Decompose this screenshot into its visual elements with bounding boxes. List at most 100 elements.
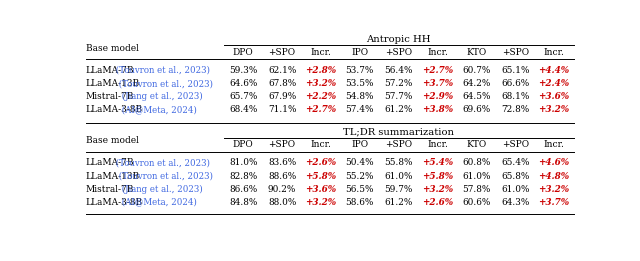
Text: Incr.: Incr. bbox=[543, 140, 564, 149]
Text: IPO: IPO bbox=[351, 140, 369, 149]
Text: +5.8%: +5.8% bbox=[305, 171, 337, 181]
Text: 61.2%: 61.2% bbox=[385, 198, 413, 207]
Text: 82.8%: 82.8% bbox=[229, 171, 257, 181]
Text: +3.8%: +3.8% bbox=[422, 105, 453, 114]
Text: LLaMA-7B: LLaMA-7B bbox=[86, 66, 134, 75]
Text: +2.8%: +2.8% bbox=[305, 66, 337, 75]
Text: (Jiang et al., 2023): (Jiang et al., 2023) bbox=[118, 185, 202, 194]
Text: Incr.: Incr. bbox=[543, 48, 564, 57]
Text: Mistral-7B: Mistral-7B bbox=[86, 92, 134, 101]
Text: LLaMA-3-8B: LLaMA-3-8B bbox=[86, 105, 143, 114]
Text: 90.2%: 90.2% bbox=[268, 185, 296, 194]
Text: (Touvron et al., 2023): (Touvron et al., 2023) bbox=[116, 79, 213, 88]
Text: Incr.: Incr. bbox=[310, 140, 332, 149]
Text: 71.1%: 71.1% bbox=[268, 105, 296, 114]
Text: Mistral-7B: Mistral-7B bbox=[86, 185, 134, 194]
Text: 84.8%: 84.8% bbox=[229, 198, 257, 207]
Text: 67.8%: 67.8% bbox=[268, 79, 296, 88]
Text: 57.2%: 57.2% bbox=[385, 79, 413, 88]
Text: +SPO: +SPO bbox=[269, 48, 296, 57]
Text: +2.7%: +2.7% bbox=[305, 105, 337, 114]
Text: 65.4%: 65.4% bbox=[501, 158, 529, 168]
Text: 61.2%: 61.2% bbox=[385, 105, 413, 114]
Text: 86.6%: 86.6% bbox=[229, 185, 257, 194]
Text: +SPO: +SPO bbox=[385, 140, 412, 149]
Text: Incr.: Incr. bbox=[427, 48, 448, 57]
Text: +4.6%: +4.6% bbox=[538, 158, 570, 168]
Text: +3.2%: +3.2% bbox=[305, 198, 337, 207]
Text: 55.2%: 55.2% bbox=[346, 171, 374, 181]
Text: +SPO: +SPO bbox=[385, 48, 412, 57]
Text: +3.6%: +3.6% bbox=[538, 92, 570, 101]
Text: 65.1%: 65.1% bbox=[501, 66, 529, 75]
Text: 50.4%: 50.4% bbox=[346, 158, 374, 168]
Text: 72.8%: 72.8% bbox=[501, 105, 529, 114]
Text: Incr.: Incr. bbox=[310, 48, 332, 57]
Text: Base model: Base model bbox=[86, 136, 139, 145]
Text: 59.3%: 59.3% bbox=[229, 66, 257, 75]
Text: 67.9%: 67.9% bbox=[268, 92, 296, 101]
Text: 60.8%: 60.8% bbox=[462, 158, 491, 168]
Text: 65.8%: 65.8% bbox=[501, 171, 529, 181]
Text: +2.9%: +2.9% bbox=[422, 92, 453, 101]
Text: +3.6%: +3.6% bbox=[305, 185, 337, 194]
Text: (Touvron et al., 2023): (Touvron et al., 2023) bbox=[116, 171, 213, 181]
Text: 57.4%: 57.4% bbox=[346, 105, 374, 114]
Text: +3.2%: +3.2% bbox=[538, 185, 570, 194]
Text: +SPO: +SPO bbox=[502, 48, 529, 57]
Text: +3.7%: +3.7% bbox=[538, 198, 570, 207]
Text: DPO: DPO bbox=[233, 48, 253, 57]
Text: 56.5%: 56.5% bbox=[346, 185, 374, 194]
Text: 61.0%: 61.0% bbox=[501, 185, 529, 194]
Text: 64.3%: 64.3% bbox=[501, 198, 529, 207]
Text: 61.0%: 61.0% bbox=[385, 171, 413, 181]
Text: +SPO: +SPO bbox=[502, 140, 529, 149]
Text: 57.8%: 57.8% bbox=[462, 185, 491, 194]
Text: 81.0%: 81.0% bbox=[229, 158, 257, 168]
Text: +SPO: +SPO bbox=[269, 140, 296, 149]
Text: 64.5%: 64.5% bbox=[462, 92, 491, 101]
Text: 65.7%: 65.7% bbox=[229, 92, 257, 101]
Text: (Jiang et al., 2023): (Jiang et al., 2023) bbox=[118, 92, 202, 101]
Text: +3.2%: +3.2% bbox=[422, 185, 453, 194]
Text: KTO: KTO bbox=[467, 140, 486, 149]
Text: IPO: IPO bbox=[351, 48, 369, 57]
Text: LLaMA-3-8B: LLaMA-3-8B bbox=[86, 198, 143, 207]
Text: +5.8%: +5.8% bbox=[422, 171, 453, 181]
Text: 55.8%: 55.8% bbox=[385, 158, 413, 168]
Text: 68.1%: 68.1% bbox=[501, 92, 529, 101]
Text: +3.7%: +3.7% bbox=[422, 79, 453, 88]
Text: 58.6%: 58.6% bbox=[346, 198, 374, 207]
Text: +4.4%: +4.4% bbox=[538, 66, 570, 75]
Text: LLaMA-13B: LLaMA-13B bbox=[86, 171, 140, 181]
Text: 83.6%: 83.6% bbox=[268, 158, 296, 168]
Text: 66.6%: 66.6% bbox=[501, 79, 529, 88]
Text: 59.7%: 59.7% bbox=[385, 185, 413, 194]
Text: 53.5%: 53.5% bbox=[346, 79, 374, 88]
Text: (AI@Meta, 2024): (AI@Meta, 2024) bbox=[118, 105, 196, 114]
Text: Base model: Base model bbox=[86, 44, 139, 53]
Text: +4.8%: +4.8% bbox=[538, 171, 570, 181]
Text: +2.6%: +2.6% bbox=[422, 198, 453, 207]
Text: KTO: KTO bbox=[467, 48, 486, 57]
Text: 62.1%: 62.1% bbox=[268, 66, 296, 75]
Text: 60.7%: 60.7% bbox=[462, 66, 491, 75]
Text: 53.7%: 53.7% bbox=[346, 66, 374, 75]
Text: 60.6%: 60.6% bbox=[462, 198, 491, 207]
Text: Incr.: Incr. bbox=[427, 140, 448, 149]
Text: 64.6%: 64.6% bbox=[229, 79, 257, 88]
Text: 88.6%: 88.6% bbox=[268, 171, 296, 181]
Text: +2.7%: +2.7% bbox=[422, 66, 453, 75]
Text: +2.2%: +2.2% bbox=[305, 92, 337, 101]
Text: LLaMA-13B: LLaMA-13B bbox=[86, 79, 140, 88]
Text: +3.2%: +3.2% bbox=[538, 105, 570, 114]
Text: TL;DR summarization: TL;DR summarization bbox=[343, 127, 454, 136]
Text: +5.4%: +5.4% bbox=[422, 158, 453, 168]
Text: 68.4%: 68.4% bbox=[229, 105, 257, 114]
Text: 54.8%: 54.8% bbox=[346, 92, 374, 101]
Text: +2.4%: +2.4% bbox=[538, 79, 570, 88]
Text: 57.7%: 57.7% bbox=[385, 92, 413, 101]
Text: 69.6%: 69.6% bbox=[462, 105, 490, 114]
Text: 88.0%: 88.0% bbox=[268, 198, 296, 207]
Text: 56.4%: 56.4% bbox=[385, 66, 413, 75]
